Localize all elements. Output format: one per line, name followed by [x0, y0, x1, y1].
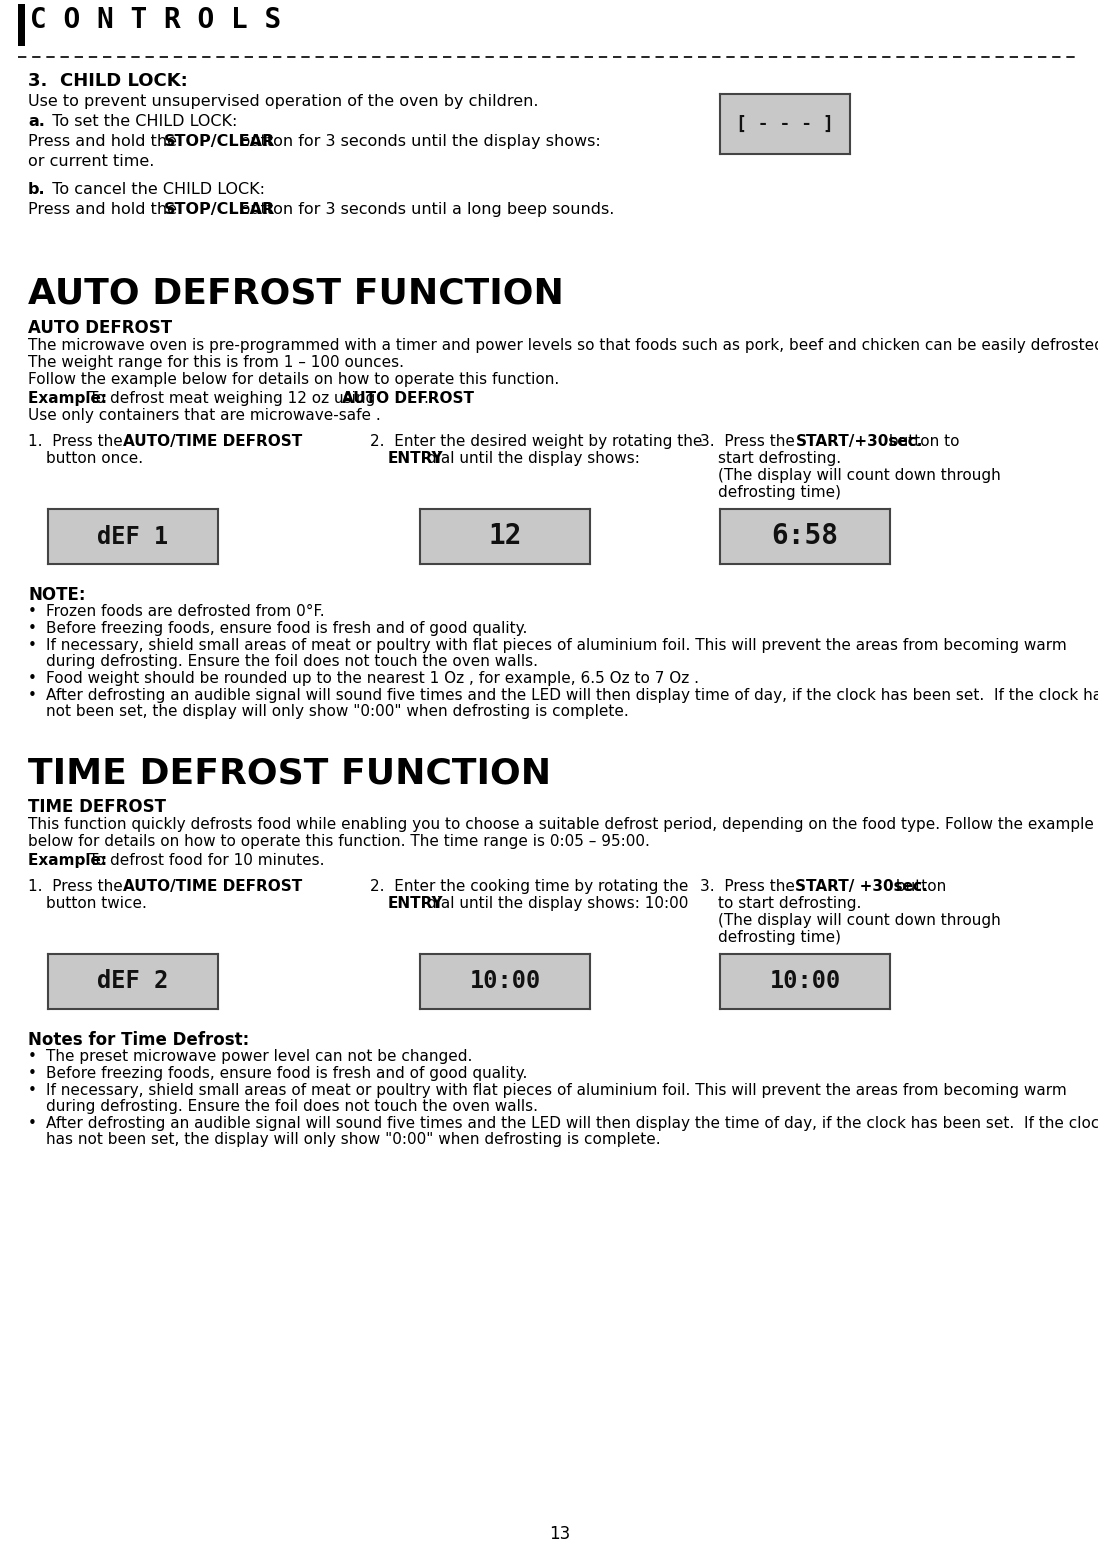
Text: Press and hold the: Press and hold the	[29, 134, 182, 150]
Text: •: •	[29, 603, 37, 619]
Text: Use only containers that are microwave-safe .: Use only containers that are microwave-s…	[29, 408, 381, 422]
Text: CHILD LOCK:: CHILD LOCK:	[60, 72, 188, 90]
Text: TIME DEFROST FUNCTION: TIME DEFROST FUNCTION	[29, 756, 551, 790]
Text: After defrosting an audible signal will sound five times and the LED will then d: After defrosting an audible signal will …	[46, 688, 1098, 703]
Text: START/ +30sec.: START/ +30sec.	[795, 879, 928, 893]
Text: Use to prevent unsupervised operation of the oven by children.: Use to prevent unsupervised operation of…	[29, 94, 538, 109]
Text: Food weight should be rounded up to the nearest 1 Oz , for example, 6.5 Oz to 7 : Food weight should be rounded up to the …	[46, 670, 699, 686]
Text: 10:00: 10:00	[770, 970, 841, 993]
Text: STOP/CLEAR: STOP/CLEAR	[164, 203, 274, 217]
Text: •: •	[29, 620, 37, 636]
Text: •: •	[29, 1049, 37, 1063]
Text: start defrosting.: start defrosting.	[718, 451, 841, 466]
Text: Notes for Time Defrost:: Notes for Time Defrost:	[29, 1030, 249, 1049]
Text: •: •	[29, 638, 37, 653]
Text: 3.  Press the: 3. Press the	[701, 433, 799, 449]
Text: If necessary, shield small areas of meat or poultry with flat pieces of aluminiu: If necessary, shield small areas of meat…	[46, 638, 1067, 653]
Text: START/+30sec.: START/+30sec.	[795, 433, 922, 449]
Text: (The display will count down through: (The display will count down through	[718, 914, 1000, 928]
Text: AUTO DEFROST: AUTO DEFROST	[341, 391, 473, 405]
Text: To defrost meat weighing 12 oz using: To defrost meat weighing 12 oz using	[89, 391, 381, 405]
Text: •: •	[29, 670, 37, 686]
Text: TIME DEFROST: TIME DEFROST	[29, 798, 166, 815]
Text: during defrosting. Ensure the foil does not touch the oven walls.: during defrosting. Ensure the foil does …	[46, 653, 538, 669]
Text: The weight range for this is from 1 – 100 ounces.: The weight range for this is from 1 – 10…	[29, 355, 404, 369]
Text: has not been set, the display will only show "0:00" when defrosting is complete.: has not been set, the display will only …	[46, 1132, 661, 1147]
Text: The microwave oven is pre-programmed with a timer and power levels so that foods: The microwave oven is pre-programmed wit…	[29, 338, 1098, 352]
Text: NOTE:: NOTE:	[29, 586, 86, 603]
Text: .: .	[424, 391, 428, 405]
Text: 3.: 3.	[29, 72, 60, 90]
Text: AUTO DEFROST: AUTO DEFROST	[29, 320, 172, 337]
Text: The preset microwave power level can not be changed.: The preset microwave power level can not…	[46, 1049, 472, 1063]
Text: Before freezing foods, ensure food is fresh and of good quality.: Before freezing foods, ensure food is fr…	[46, 1066, 527, 1080]
Text: Example:: Example:	[29, 853, 112, 868]
Text: button for 3 seconds until the display shows:: button for 3 seconds until the display s…	[235, 134, 601, 150]
Text: ENTRY: ENTRY	[388, 451, 444, 466]
Text: Before freezing foods, ensure food is fresh and of good quality.: Before freezing foods, ensure food is fr…	[46, 620, 527, 636]
Text: 13: 13	[549, 1525, 570, 1543]
Text: C O N T R O L S: C O N T R O L S	[30, 6, 281, 34]
Text: defrosting time): defrosting time)	[718, 931, 841, 945]
Text: to start defrosting.: to start defrosting.	[718, 896, 861, 910]
Text: dEF 2: dEF 2	[98, 970, 169, 993]
Text: 2.  Enter the desired weight by rotating the: 2. Enter the desired weight by rotating …	[370, 433, 703, 449]
Text: or current time.: or current time.	[29, 154, 155, 168]
Text: This function quickly defrosts food while enabling you to choose a suitable defr: This function quickly defrosts food whil…	[29, 817, 1094, 833]
Text: b.: b.	[29, 182, 46, 196]
Text: during defrosting. Ensure the foil does not touch the oven walls.: during defrosting. Ensure the foil does …	[46, 1099, 538, 1115]
Text: 1.  Press the: 1. Press the	[29, 879, 127, 893]
Text: dial until the display shows: 10:00: dial until the display shows: 10:00	[422, 896, 688, 910]
Text: dial until the display shows:: dial until the display shows:	[422, 451, 640, 466]
Text: not been set, the display will only show "0:00" when defrosting is complete.: not been set, the display will only show…	[46, 705, 629, 719]
Text: [ - - - ]: [ - - - ]	[736, 115, 834, 133]
Text: below for details on how to operate this function. The time range is 0:05 – 95:0: below for details on how to operate this…	[29, 834, 650, 850]
Text: If necessary, shield small areas of meat or poultry with flat pieces of aluminiu: If necessary, shield small areas of meat…	[46, 1084, 1067, 1098]
Text: a.: a.	[29, 114, 45, 129]
Text: AUTO DEFROST FUNCTION: AUTO DEFROST FUNCTION	[29, 278, 564, 310]
Text: 3.  Press the: 3. Press the	[701, 879, 799, 893]
Text: defrosting time): defrosting time)	[718, 485, 841, 500]
Text: 2.  Enter the cooking time by rotating the: 2. Enter the cooking time by rotating th…	[370, 879, 688, 893]
Text: Follow the example below for details on how to operate this function.: Follow the example below for details on …	[29, 373, 559, 387]
Text: 12: 12	[489, 522, 522, 550]
Text: 10:00: 10:00	[469, 970, 540, 993]
Text: •: •	[29, 1084, 37, 1098]
Text: •: •	[29, 688, 37, 703]
Text: To set the CHILD LOCK:: To set the CHILD LOCK:	[42, 114, 237, 129]
Text: AUTO/TIME DEFROST: AUTO/TIME DEFROST	[123, 879, 303, 893]
Text: Example:: Example:	[29, 391, 112, 405]
Text: button once.: button once.	[46, 451, 143, 466]
Text: dEF 1: dEF 1	[98, 524, 169, 549]
Text: •: •	[29, 1116, 37, 1130]
Text: button: button	[890, 879, 946, 893]
Text: STOP/CLEAR: STOP/CLEAR	[164, 134, 274, 150]
Text: 1.  Press the: 1. Press the	[29, 433, 127, 449]
Text: ENTRY: ENTRY	[388, 896, 444, 910]
Text: To cancel the CHILD LOCK:: To cancel the CHILD LOCK:	[42, 182, 266, 196]
Text: button twice.: button twice.	[46, 896, 147, 910]
Text: Press and hold the: Press and hold the	[29, 203, 182, 217]
Text: To defrost food for 10 minutes.: To defrost food for 10 minutes.	[89, 853, 325, 868]
Text: Frozen foods are defrosted from 0°F.: Frozen foods are defrosted from 0°F.	[46, 603, 325, 619]
Text: 6:58: 6:58	[772, 522, 839, 550]
Text: button for 3 seconds until a long beep sounds.: button for 3 seconds until a long beep s…	[235, 203, 614, 217]
Text: After defrosting an audible signal will sound five times and the LED will then d: After defrosting an audible signal will …	[46, 1116, 1098, 1130]
Text: button to: button to	[884, 433, 960, 449]
Text: AUTO/TIME DEFROST: AUTO/TIME DEFROST	[123, 433, 303, 449]
Text: (The display will count down through: (The display will count down through	[718, 468, 1000, 483]
Text: •: •	[29, 1066, 37, 1080]
